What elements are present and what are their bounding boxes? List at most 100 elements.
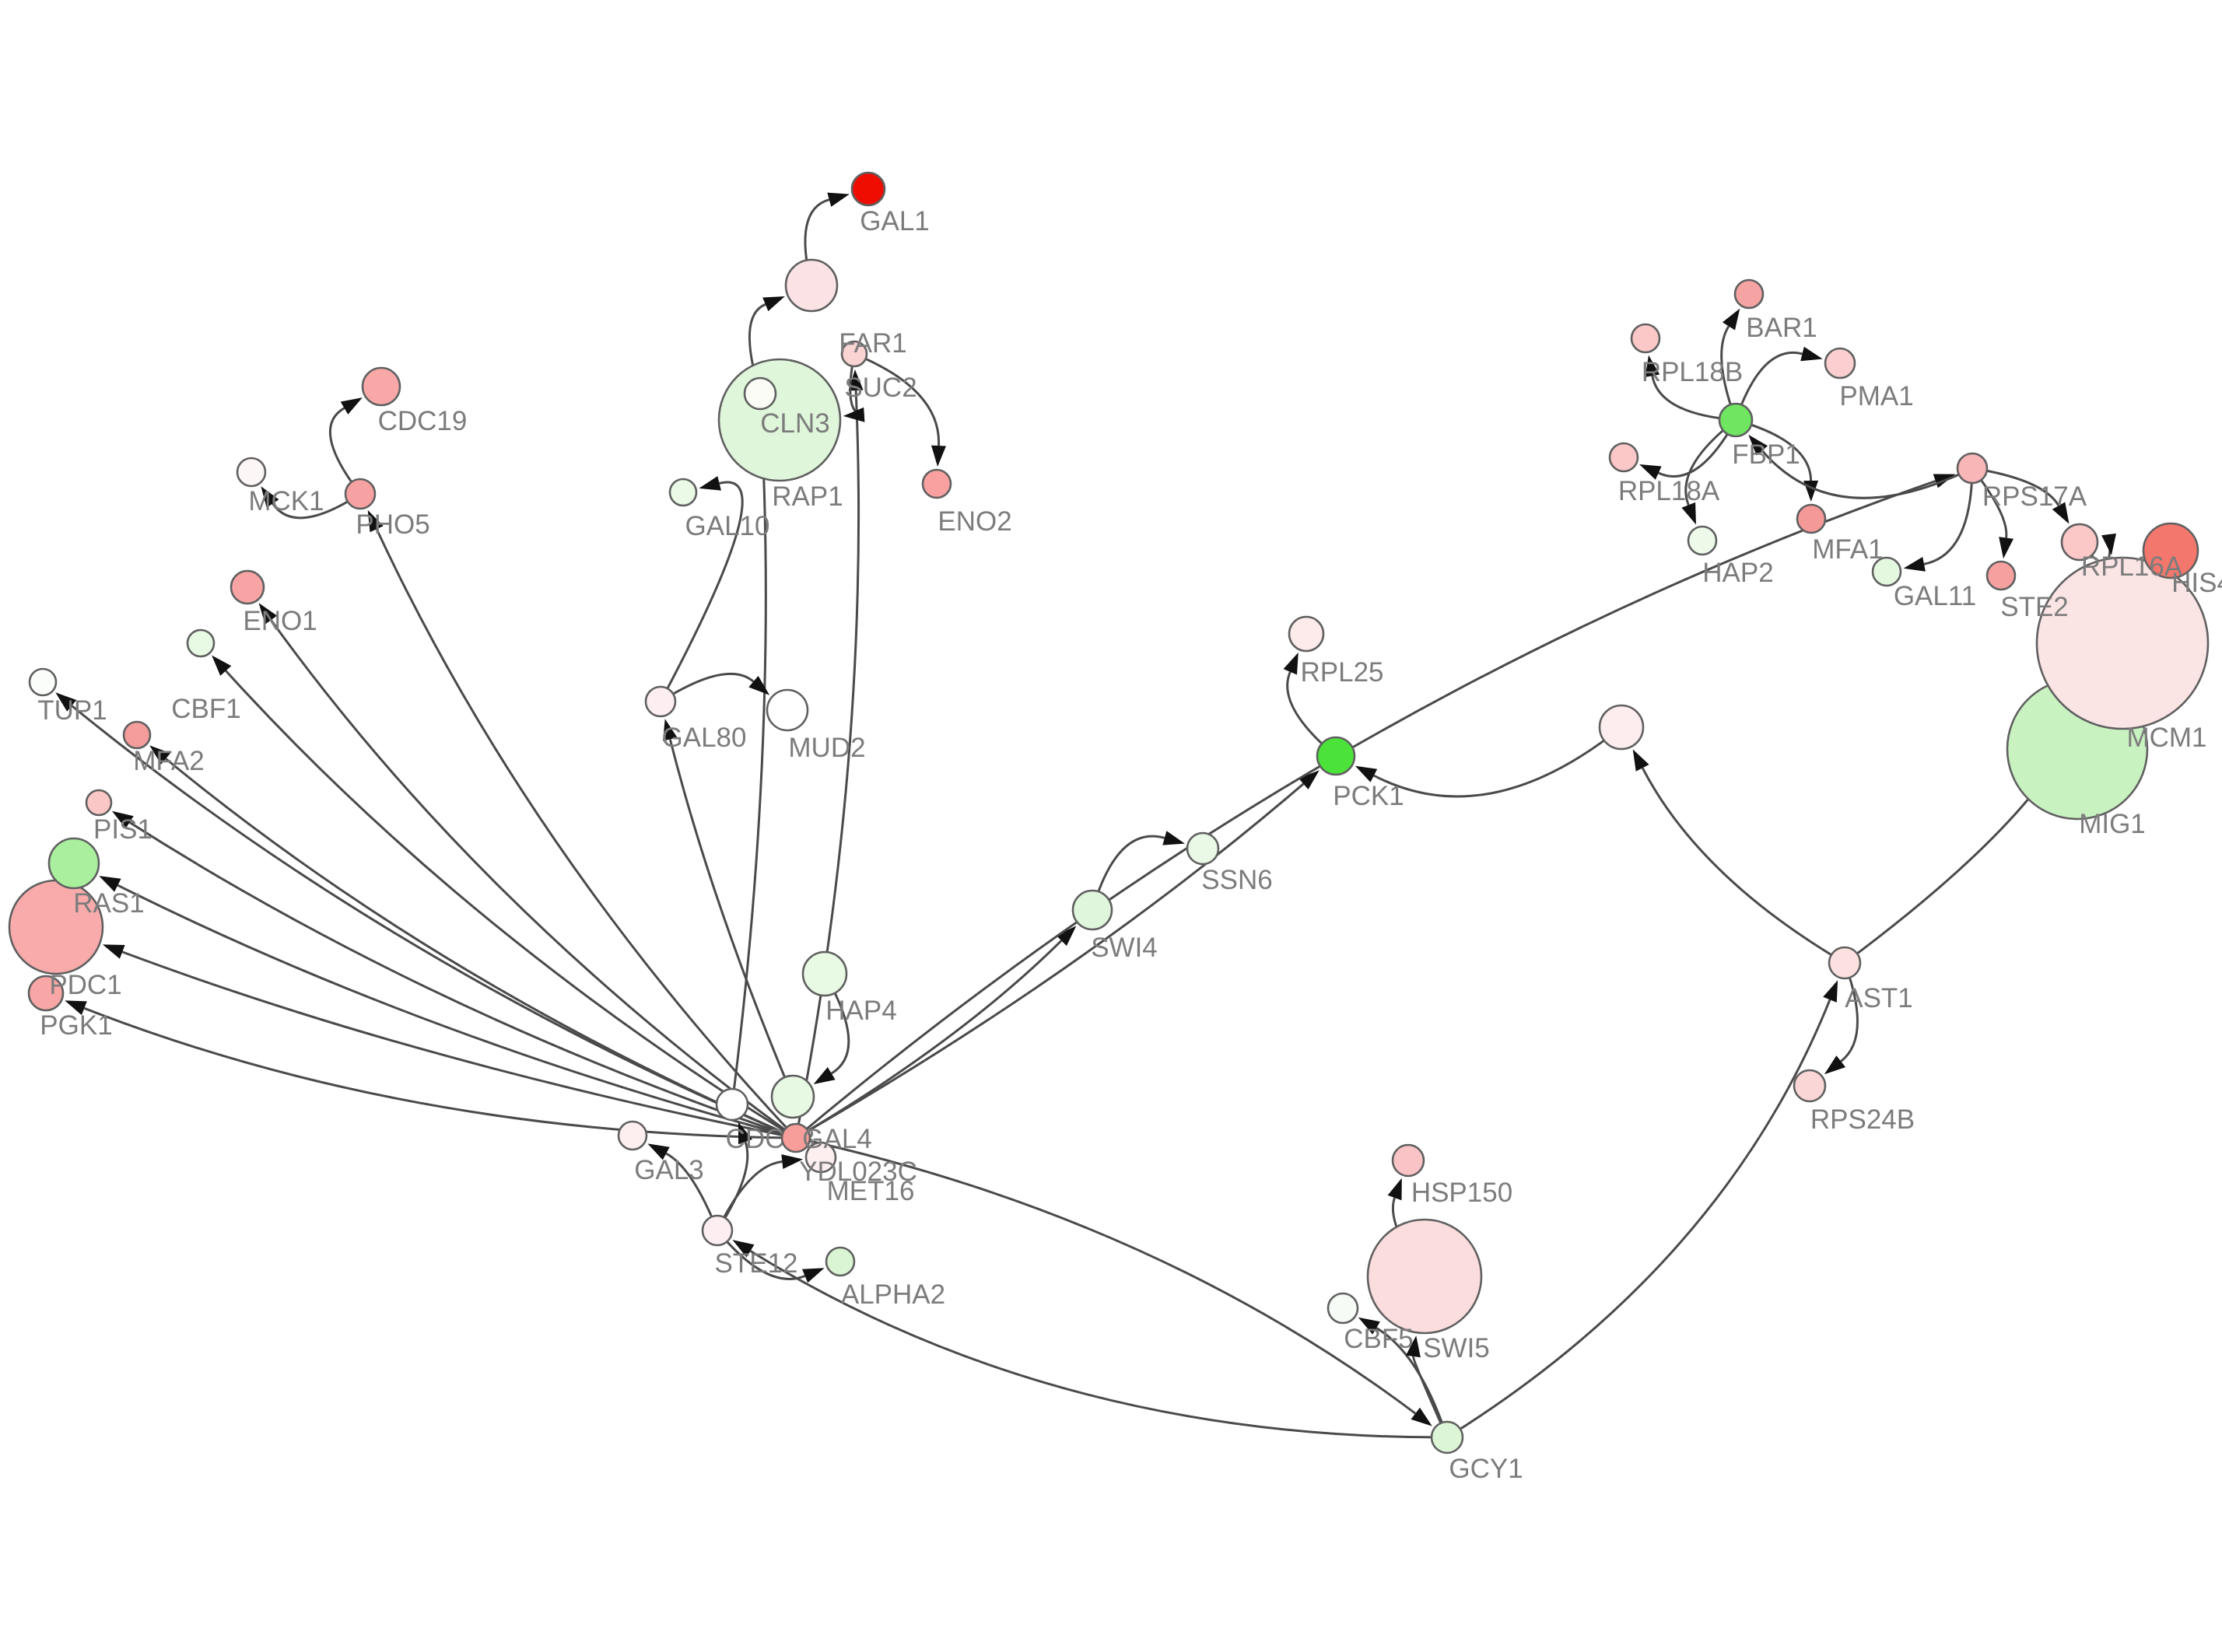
node-YDL023C[interactable] <box>780 1122 811 1153</box>
node-GAL10[interactable] <box>668 478 698 507</box>
node-SSN6[interactable] <box>1186 831 1220 866</box>
edge-YDL023C-PIS1[interactable] <box>128 821 797 1139</box>
edge-YDL023C-ENO1[interactable] <box>270 619 797 1139</box>
node-label-MFA2: MFA2 <box>133 746 204 776</box>
node-label-RPL18B: RPL18B <box>1642 357 1743 387</box>
edge-GCY1-SWI5[interactable] <box>1412 1356 1449 1438</box>
node-PHO5[interactable] <box>344 478 377 510</box>
node-TUP1[interactable] <box>28 667 58 697</box>
arrowhead-YDL023C-SWI4 <box>1056 926 1077 947</box>
node-CLN3[interactable] <box>743 376 777 411</box>
edge-YDL023C-MFA2[interactable] <box>165 758 797 1139</box>
node-MUD2[interactable] <box>766 688 809 732</box>
edge-PHO5-CDC19[interactable] <box>328 407 362 495</box>
node-CBF1[interactable] <box>186 628 216 658</box>
node-HIS4[interactable] <box>2142 522 2199 579</box>
edge-UNNAMED1-PCK1[interactable] <box>1373 726 1622 798</box>
node-RPL18A[interactable] <box>1608 442 1639 473</box>
node-MCM1[interactable] <box>2035 556 2210 730</box>
node-GAL1[interactable] <box>850 171 886 207</box>
node-PIS1[interactable] <box>85 789 113 817</box>
edge-YDL023C-PCK1[interactable] <box>795 782 1305 1139</box>
edge-STE12-ALPHA2[interactable] <box>716 1230 806 1280</box>
edge-RPS17A-FBP1[interactable] <box>1761 450 1973 499</box>
node-CBF5[interactable] <box>1327 1292 1359 1325</box>
edge-YDL023C-SUC2[interactable] <box>794 390 860 1139</box>
node-HAP2[interactable] <box>1687 525 1718 556</box>
node-RAS1[interactable] <box>47 837 100 890</box>
node-STE12[interactable] <box>701 1214 734 1247</box>
edge-YDL023C-CBF1[interactable] <box>225 670 797 1139</box>
node-HAP4[interactable] <box>801 950 848 997</box>
edge-YDL023C-PGK1[interactable] <box>83 1006 797 1139</box>
node-label-RAP1: RAP1 <box>772 481 843 512</box>
node-CDC19[interactable] <box>361 366 401 407</box>
edge-GCY1-CBF5[interactable] <box>1376 1327 1449 1438</box>
node-RPS24B[interactable] <box>1793 1069 1827 1103</box>
arrowhead-YDL023C-TUP1 <box>55 692 77 712</box>
node-PGK1[interactable] <box>27 975 65 1012</box>
node-STE2[interactable] <box>1985 560 2017 591</box>
node-BAR1[interactable] <box>1733 278 1765 310</box>
node-label-HSP150: HSP150 <box>1411 1178 1512 1208</box>
node-GCY1[interactable] <box>1430 1420 1464 1454</box>
node-label-FBP1: FBP1 <box>1732 439 1800 470</box>
arrowhead-SUC2-RAP1 <box>843 407 865 422</box>
arrowhead-HAP4-GAL4 <box>813 1067 836 1084</box>
node-SWI4[interactable] <box>1071 889 1113 931</box>
node-MFA2[interactable] <box>122 720 152 750</box>
arrowhead-YDL023C-PGK1 <box>65 1000 87 1016</box>
edge-FBP1-RPL18A[interactable] <box>1658 419 1737 478</box>
edge-AST1-RPS24B[interactable] <box>1840 962 1859 1062</box>
node-PCK1[interactable] <box>1316 736 1356 776</box>
node-RPS17A[interactable] <box>1956 452 1989 485</box>
node-FBP1[interactable] <box>1718 402 1754 438</box>
edge-AST1-UNNAMED1[interactable] <box>1641 767 1845 964</box>
node-HSP150[interactable] <box>1391 1143 1425 1178</box>
edge-FBP1-PMA1[interactable] <box>1734 352 1803 421</box>
node-PMA1[interactable] <box>1824 347 1856 380</box>
edge-RPS17A-GAL11[interactable] <box>1923 467 1974 565</box>
node-MFA1[interactable] <box>1796 503 1827 534</box>
node-label-AST1: AST1 <box>1845 983 1913 1013</box>
node-GAL11[interactable] <box>1871 556 1902 587</box>
arrowhead-RPS17A-GAL11 <box>1903 557 1926 572</box>
edge-GAL80-MUD2[interactable] <box>660 672 755 703</box>
node-GAL80[interactable] <box>644 685 677 718</box>
node-AST1[interactable] <box>1828 946 1862 980</box>
node-SUC2[interactable] <box>840 340 868 368</box>
node-CDC28[interactable] <box>715 1087 749 1122</box>
node-GAL4[interactable] <box>770 1074 815 1119</box>
node-unlabeled[interactable] <box>1598 704 1645 751</box>
node-MET16[interactable] <box>804 1141 837 1174</box>
node-label-GAL4: GAL4 <box>802 1124 872 1154</box>
node-GAL3[interactable] <box>617 1120 648 1151</box>
node-RPL18B[interactable] <box>1630 323 1661 354</box>
edge-YDL023C-RAS1[interactable] <box>117 884 797 1139</box>
node-RPL16A[interactable] <box>2060 523 2099 562</box>
node-FAR1[interactable] <box>784 258 839 313</box>
node-ALPHA2[interactable] <box>825 1246 856 1277</box>
edge-GCY1-STE12[interactable] <box>749 1250 1448 1439</box>
node-MCK1[interactable] <box>236 457 267 488</box>
node-label-HAP2: HAP2 <box>1702 558 1773 588</box>
node-label-SWI4: SWI4 <box>1091 933 1158 963</box>
edge-PHO5-MCK1[interactable] <box>272 492 361 520</box>
arrowhead-YDL023C-PHO5 <box>367 509 384 533</box>
edge-YDL023C-PHO5[interactable] <box>375 528 797 1139</box>
edge-GCY1-AST1[interactable] <box>1446 999 1831 1439</box>
edge-GAL4-GAL80[interactable] <box>668 739 794 1097</box>
node-SWI5[interactable] <box>1366 1218 1483 1335</box>
edge-YDL023C-PDC1[interactable] <box>121 950 797 1139</box>
node-ENO1[interactable] <box>230 569 265 605</box>
edge-CDC28-CLN3[interactable] <box>731 432 767 1105</box>
node-label-SSN6: SSN6 <box>1201 865 1272 895</box>
node-label-RPL18A: RPL18A <box>1618 476 1720 506</box>
node-RPL25[interactable] <box>1288 615 1325 653</box>
edge-YDL023C-GCY1[interactable] <box>795 1136 1417 1415</box>
node-ENO2[interactable] <box>921 468 952 499</box>
edge-SUC2-ENO2[interactable] <box>853 352 941 446</box>
edge-GAL80-GAL10[interactable] <box>659 481 744 702</box>
